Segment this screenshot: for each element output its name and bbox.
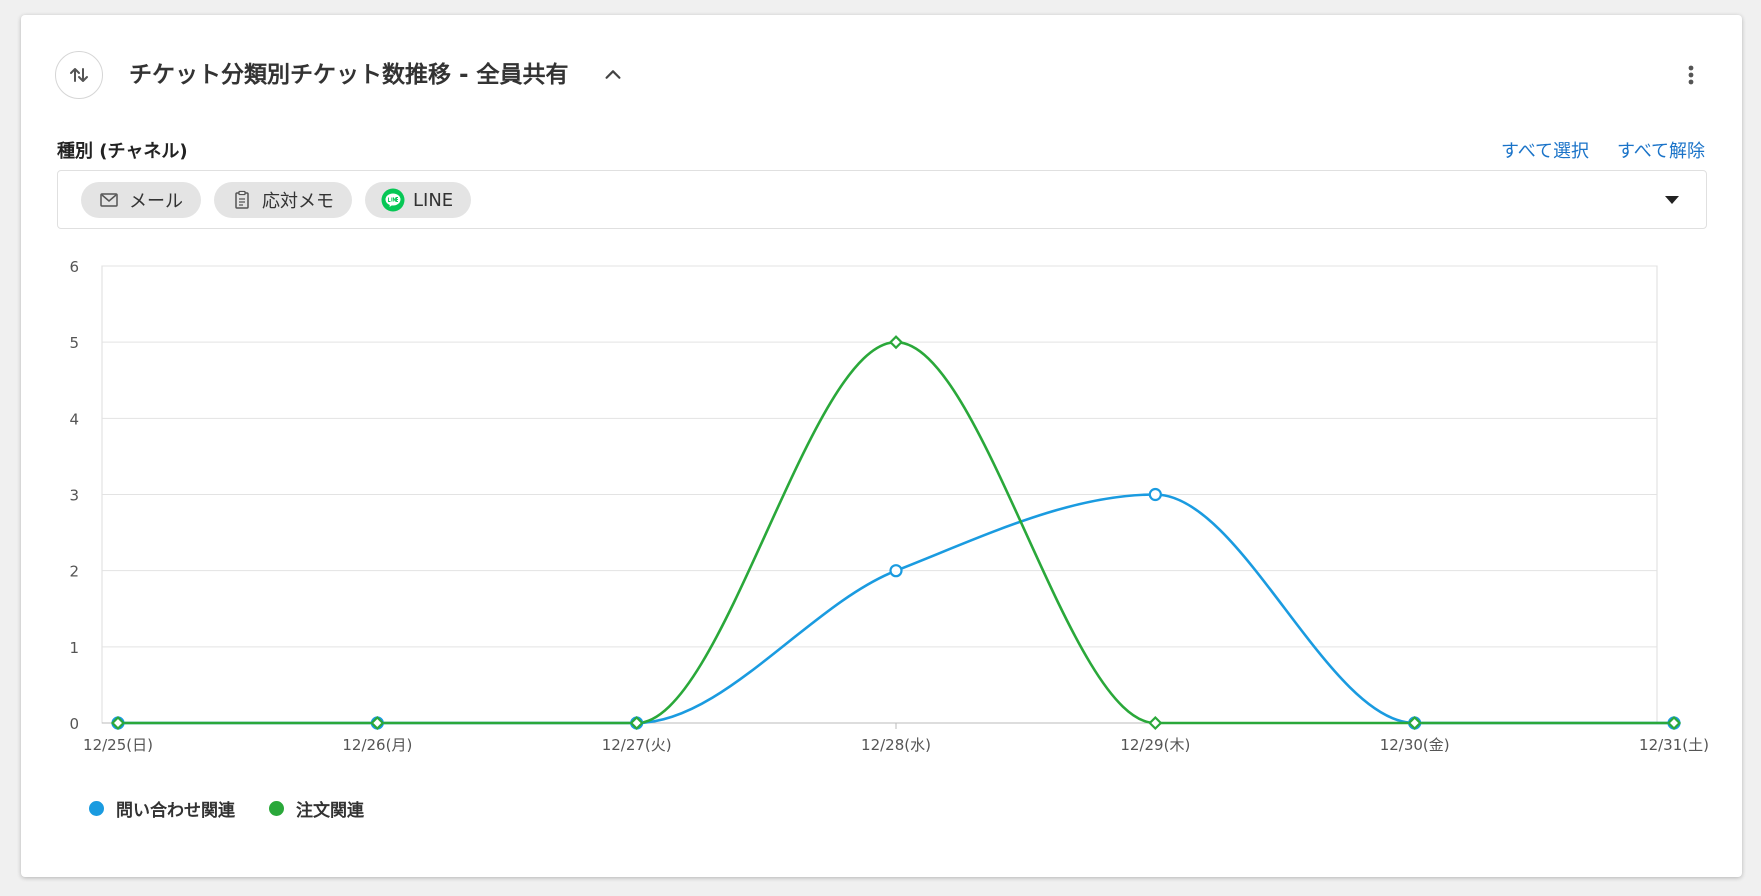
chip-label: LINE <box>413 189 454 211</box>
data-point[interactable] <box>629 715 644 731</box>
series-line <box>117 493 1674 725</box>
chevron-up-icon <box>605 70 621 79</box>
y-tick-label: 1 <box>69 639 79 657</box>
data-point[interactable] <box>1666 715 1682 731</box>
chip-mail[interactable]: メール <box>81 182 201 218</box>
x-tick-label: 12/27(火) <box>602 736 672 754</box>
deselect-all-link[interactable]: すべて解除 <box>1617 141 1706 162</box>
chip-label: 応対メモ <box>262 191 334 212</box>
y-tick-label: 3 <box>69 487 79 505</box>
x-tick-label: 12/30(金) <box>1380 736 1450 754</box>
chip-label: メール <box>129 191 183 212</box>
line-chart: 0 1 2 3 4 5 6 12/25(日) 12/26(月) 12/27(火) 12/28(水) 1… <box>69 258 1709 754</box>
series-line <box>117 340 1674 725</box>
x-tick-label: 12/28(水) <box>861 736 931 754</box>
data-point[interactable] <box>889 564 903 578</box>
x-tick-label: 12/29(木) <box>1120 736 1190 754</box>
filter-label: 種別 (チャネル) <box>57 141 188 162</box>
legend-item-inquiry[interactable]: 問い合わせ関連 <box>89 796 235 821</box>
legend-dot <box>269 801 284 816</box>
data-point[interactable] <box>888 335 904 350</box>
more-vertical-icon <box>1688 65 1694 85</box>
caret-down-icon[interactable] <box>1664 195 1680 205</box>
line-logo-icon <box>381 188 405 212</box>
chip-line[interactable]: LINE <box>365 182 472 218</box>
data-point[interactable] <box>1407 715 1422 731</box>
y-tick-label: 5 <box>69 334 79 352</box>
legend-dot <box>89 801 104 816</box>
x-tick-label: 12/31(土) <box>1639 736 1709 754</box>
more-options-button[interactable] <box>1671 55 1711 95</box>
select-all-link[interactable]: すべて選択 <box>1501 141 1590 162</box>
chip-memo[interactable]: 応対メモ <box>214 182 352 218</box>
chart-card: チケット分類別チケット数推移 - 全員共有 種別 (チャネル) すべて選択 すべ… <box>21 15 1742 877</box>
channel-select[interactable]: メール 応対メモ LINE <box>57 170 1707 229</box>
y-tick-label: 4 <box>69 410 79 428</box>
y-tick-label: 6 <box>69 258 79 276</box>
legend-label: 注文関連 <box>296 801 364 821</box>
legend-item-order[interactable]: 注文関連 <box>269 796 364 821</box>
data-point[interactable] <box>110 715 126 731</box>
legend-label: 問い合わせ関連 <box>116 801 235 821</box>
y-tick-label: 2 <box>69 563 79 581</box>
sort-arrows-icon <box>70 68 88 82</box>
data-point[interactable] <box>1148 487 1162 502</box>
data-point[interactable] <box>1148 715 1163 731</box>
mail-icon <box>97 188 121 212</box>
chart-legend: 問い合わせ関連 注文関連 <box>89 796 398 821</box>
x-tick-label: 12/26(月) <box>342 736 412 754</box>
y-tick-label: 0 <box>69 715 79 733</box>
x-tick-label: 12/25(日) <box>83 736 153 754</box>
page-title: チケット分類別チケット数推移 - 全員共有 <box>129 62 569 88</box>
sort-button[interactable] <box>55 51 103 99</box>
clipboard-icon <box>230 188 254 212</box>
data-point[interactable] <box>370 715 385 731</box>
collapse-button[interactable] <box>597 59 629 91</box>
